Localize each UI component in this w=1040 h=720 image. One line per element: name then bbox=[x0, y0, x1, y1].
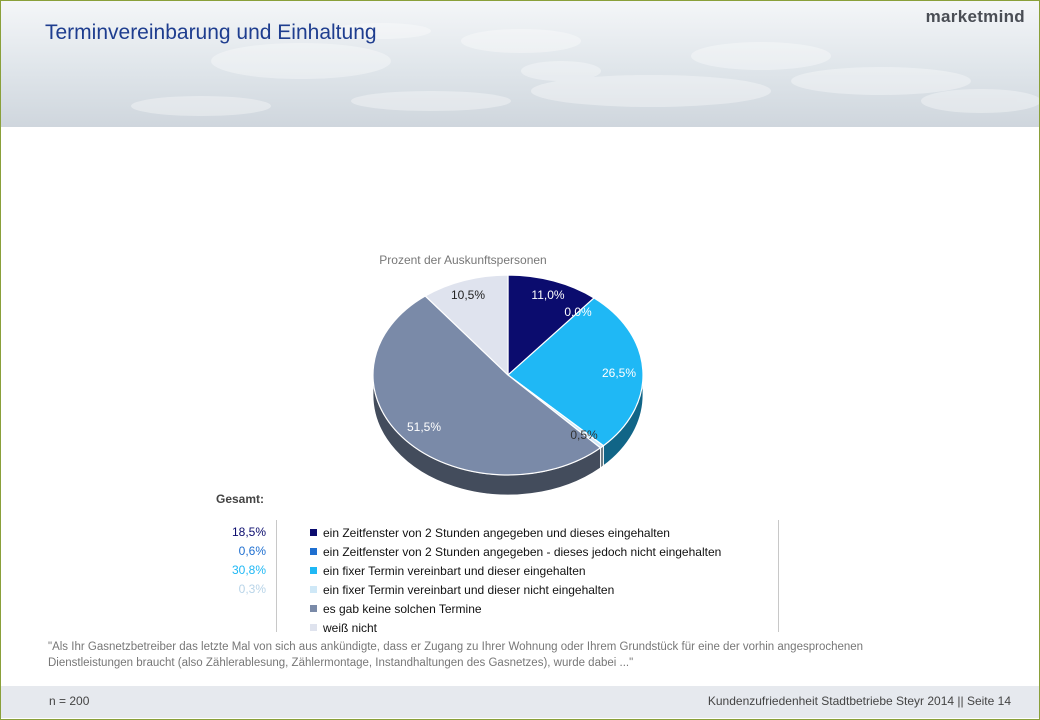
pie-slice-4 bbox=[372, 295, 602, 476]
header-banner: Terminvereinbarung und Einhaltung market… bbox=[1, 1, 1039, 127]
legend-swatch bbox=[310, 624, 317, 631]
marketmind-logo: marketmind bbox=[925, 7, 1025, 26]
legend-label: ein Zeitfenster von 2 Stunden angegeben … bbox=[323, 525, 670, 540]
legend-item: weiß nicht bbox=[310, 618, 721, 637]
chart-title: Prozent der Auskunftspersonen bbox=[379, 253, 546, 267]
legend-item: ein fixer Termin vereinbart und dieser n… bbox=[310, 580, 721, 599]
legend-item: ein Zeitfenster von 2 Stunden angegeben … bbox=[310, 542, 721, 561]
pie-chart: Prozent der Auskunftspersonen 11,0%0,0% 2… bbox=[372, 253, 644, 496]
footer-source: Kundenzufriedenheit Stadtbetriebe Steyr … bbox=[707, 694, 1011, 708]
legend-item: ein Zeitfenster von 2 Stunden angegeben … bbox=[310, 523, 721, 542]
pie-label-1: 0,0% bbox=[564, 305, 592, 319]
pie-side-3 bbox=[600, 444, 604, 469]
pie-slice-0 bbox=[507, 274, 596, 377]
legend-label: ein fixer Termin vereinbart und dieser e… bbox=[323, 563, 586, 578]
pie-label-3: 0,5% bbox=[570, 428, 598, 442]
legend-divider-left bbox=[276, 520, 277, 632]
legend-swatch bbox=[310, 567, 317, 574]
gesamt-value: 0,6% bbox=[238, 544, 266, 558]
footer-bar: n = 200 Kundenzufriedenheit Stadtbetrieb… bbox=[1, 686, 1039, 718]
legend-divider-right bbox=[778, 520, 779, 632]
legend-swatch bbox=[310, 529, 317, 536]
legend-label: ein Zeitfenster von 2 Stunden angegeben … bbox=[323, 544, 722, 559]
gesamt-label: Gesamt: bbox=[216, 492, 265, 506]
legend-label: ein fixer Termin vereinbart und dieser n… bbox=[323, 582, 615, 597]
chart-legend: ein Zeitfenster von 2 Stunden angegeben … bbox=[310, 523, 721, 637]
pie-label-0: 11,0% bbox=[531, 288, 564, 302]
gesamt-values: 18,5% 0,6% 30,8% 0,3% bbox=[200, 523, 266, 599]
sample-size: n = 200 bbox=[49, 694, 90, 708]
legend-label: weiß nicht bbox=[323, 620, 378, 635]
survey-question: "Als Ihr Gasnetzbetreiber das letzte Mal… bbox=[48, 641, 864, 669]
gesamt-value: 18,5% bbox=[231, 525, 266, 539]
gesamt-value: 0,3% bbox=[238, 582, 266, 596]
pie-slice-5 bbox=[424, 274, 509, 377]
page-title: Terminvereinbarung und Einhaltung bbox=[45, 21, 377, 44]
pie-label-4: 51,5% bbox=[407, 420, 441, 434]
header-bubbles-decoration bbox=[131, 23, 1039, 116]
legend-item: ein fixer Termin vereinbart und dieser e… bbox=[310, 561, 721, 580]
pie-value-labels: 11,0%0,0% 26,5% 0,5% 51,5% 10,5% bbox=[407, 288, 636, 442]
legend-swatch bbox=[310, 586, 317, 593]
pie-label-2: 26,5% bbox=[602, 366, 636, 380]
legend-swatch bbox=[310, 548, 317, 555]
legend-swatch bbox=[310, 605, 317, 612]
gesamt-value: 30,8% bbox=[231, 563, 266, 577]
pie-slice-2 bbox=[507, 297, 644, 447]
legend-label: es gab keine solchen Termine bbox=[323, 601, 482, 616]
legend-item: es gab keine solchen Termine bbox=[310, 599, 721, 618]
pie-slices bbox=[372, 274, 644, 476]
pie-label-5: 10,5% bbox=[451, 288, 485, 302]
